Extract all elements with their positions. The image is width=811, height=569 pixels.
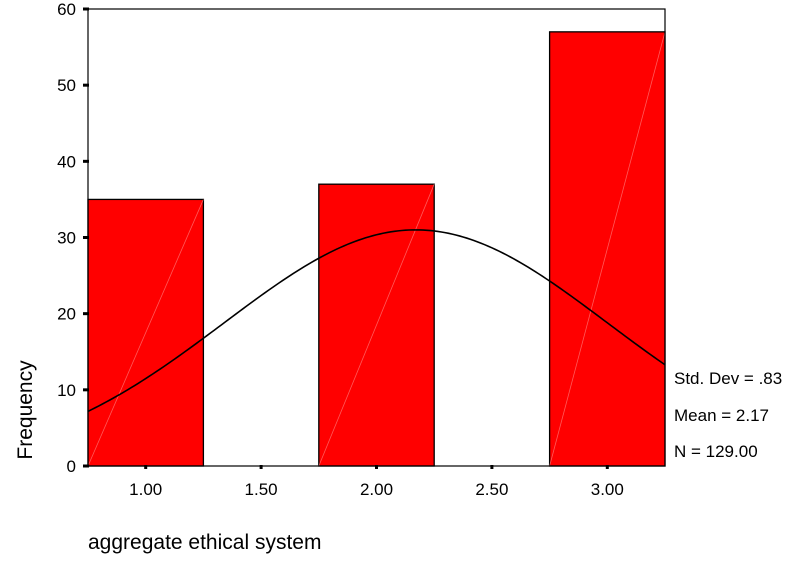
std-dev-label: Std. Dev = .83 [674, 369, 782, 388]
y-tick-label-40: 40 [57, 152, 76, 171]
y-tick-label-20: 20 [57, 305, 76, 324]
bar-highlight-1.00 [87, 199, 204, 467]
y-tick-label-30: 30 [57, 229, 76, 248]
x-tick-label-3.00: 3.00 [591, 480, 624, 499]
y-tick-label-60: 60 [57, 0, 76, 19]
y-tick-label-0: 0 [67, 457, 76, 476]
n-label: N = 129.00 [674, 442, 758, 461]
bar-highlight-3.00 [549, 31, 666, 467]
x-tick-label-1.50: 1.50 [245, 480, 278, 499]
mean-label: Mean = 2.17 [674, 406, 769, 425]
x-axis-title: aggregate ethical system [88, 531, 321, 554]
x-axis: 1.00 1.50 2.00 2.50 3.00 [129, 465, 624, 499]
x-tick-label-2.50: 2.50 [475, 480, 508, 499]
x-tick-label-2.00: 2.00 [360, 480, 393, 499]
y-tick-label-10: 10 [57, 381, 76, 400]
y-tick-label-50: 50 [57, 76, 76, 95]
y-axis-title: Frequency [14, 360, 37, 460]
y-axis: 0 10 20 30 40 50 60 [57, 0, 89, 476]
x-tick-label-1.00: 1.00 [129, 480, 162, 499]
bars-group [87, 31, 666, 467]
normal-curve-line [87, 229, 666, 413]
bar-highlight-2.00 [318, 184, 435, 467]
